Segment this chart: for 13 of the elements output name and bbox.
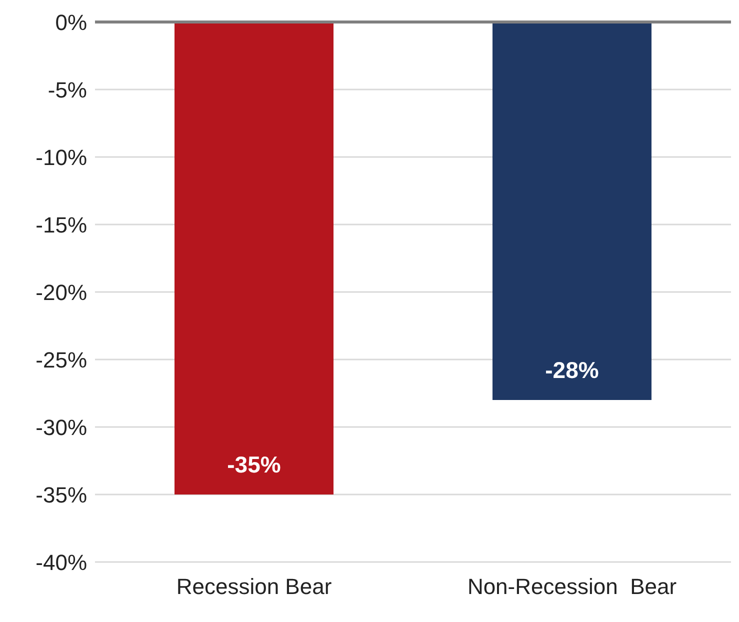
x-tick-label: Recession Bear (176, 574, 332, 599)
y-tick-label: -10% (36, 144, 87, 170)
y-tick-label: -30% (36, 414, 87, 440)
y-tick-label: 0% (55, 10, 87, 35)
y-tick-label: -35% (36, 482, 87, 508)
y-tick-label: -5% (48, 77, 87, 102)
y-tick-label: -15% (36, 212, 87, 238)
data-label: -28% (545, 357, 599, 383)
y-tick-label: -25% (36, 347, 87, 372)
y-tick-label: -40% (36, 550, 87, 575)
y-tick-label: -20% (36, 280, 87, 305)
x-tick-label: Non-Recession Bear (467, 574, 677, 599)
data-label: -35% (227, 452, 281, 478)
